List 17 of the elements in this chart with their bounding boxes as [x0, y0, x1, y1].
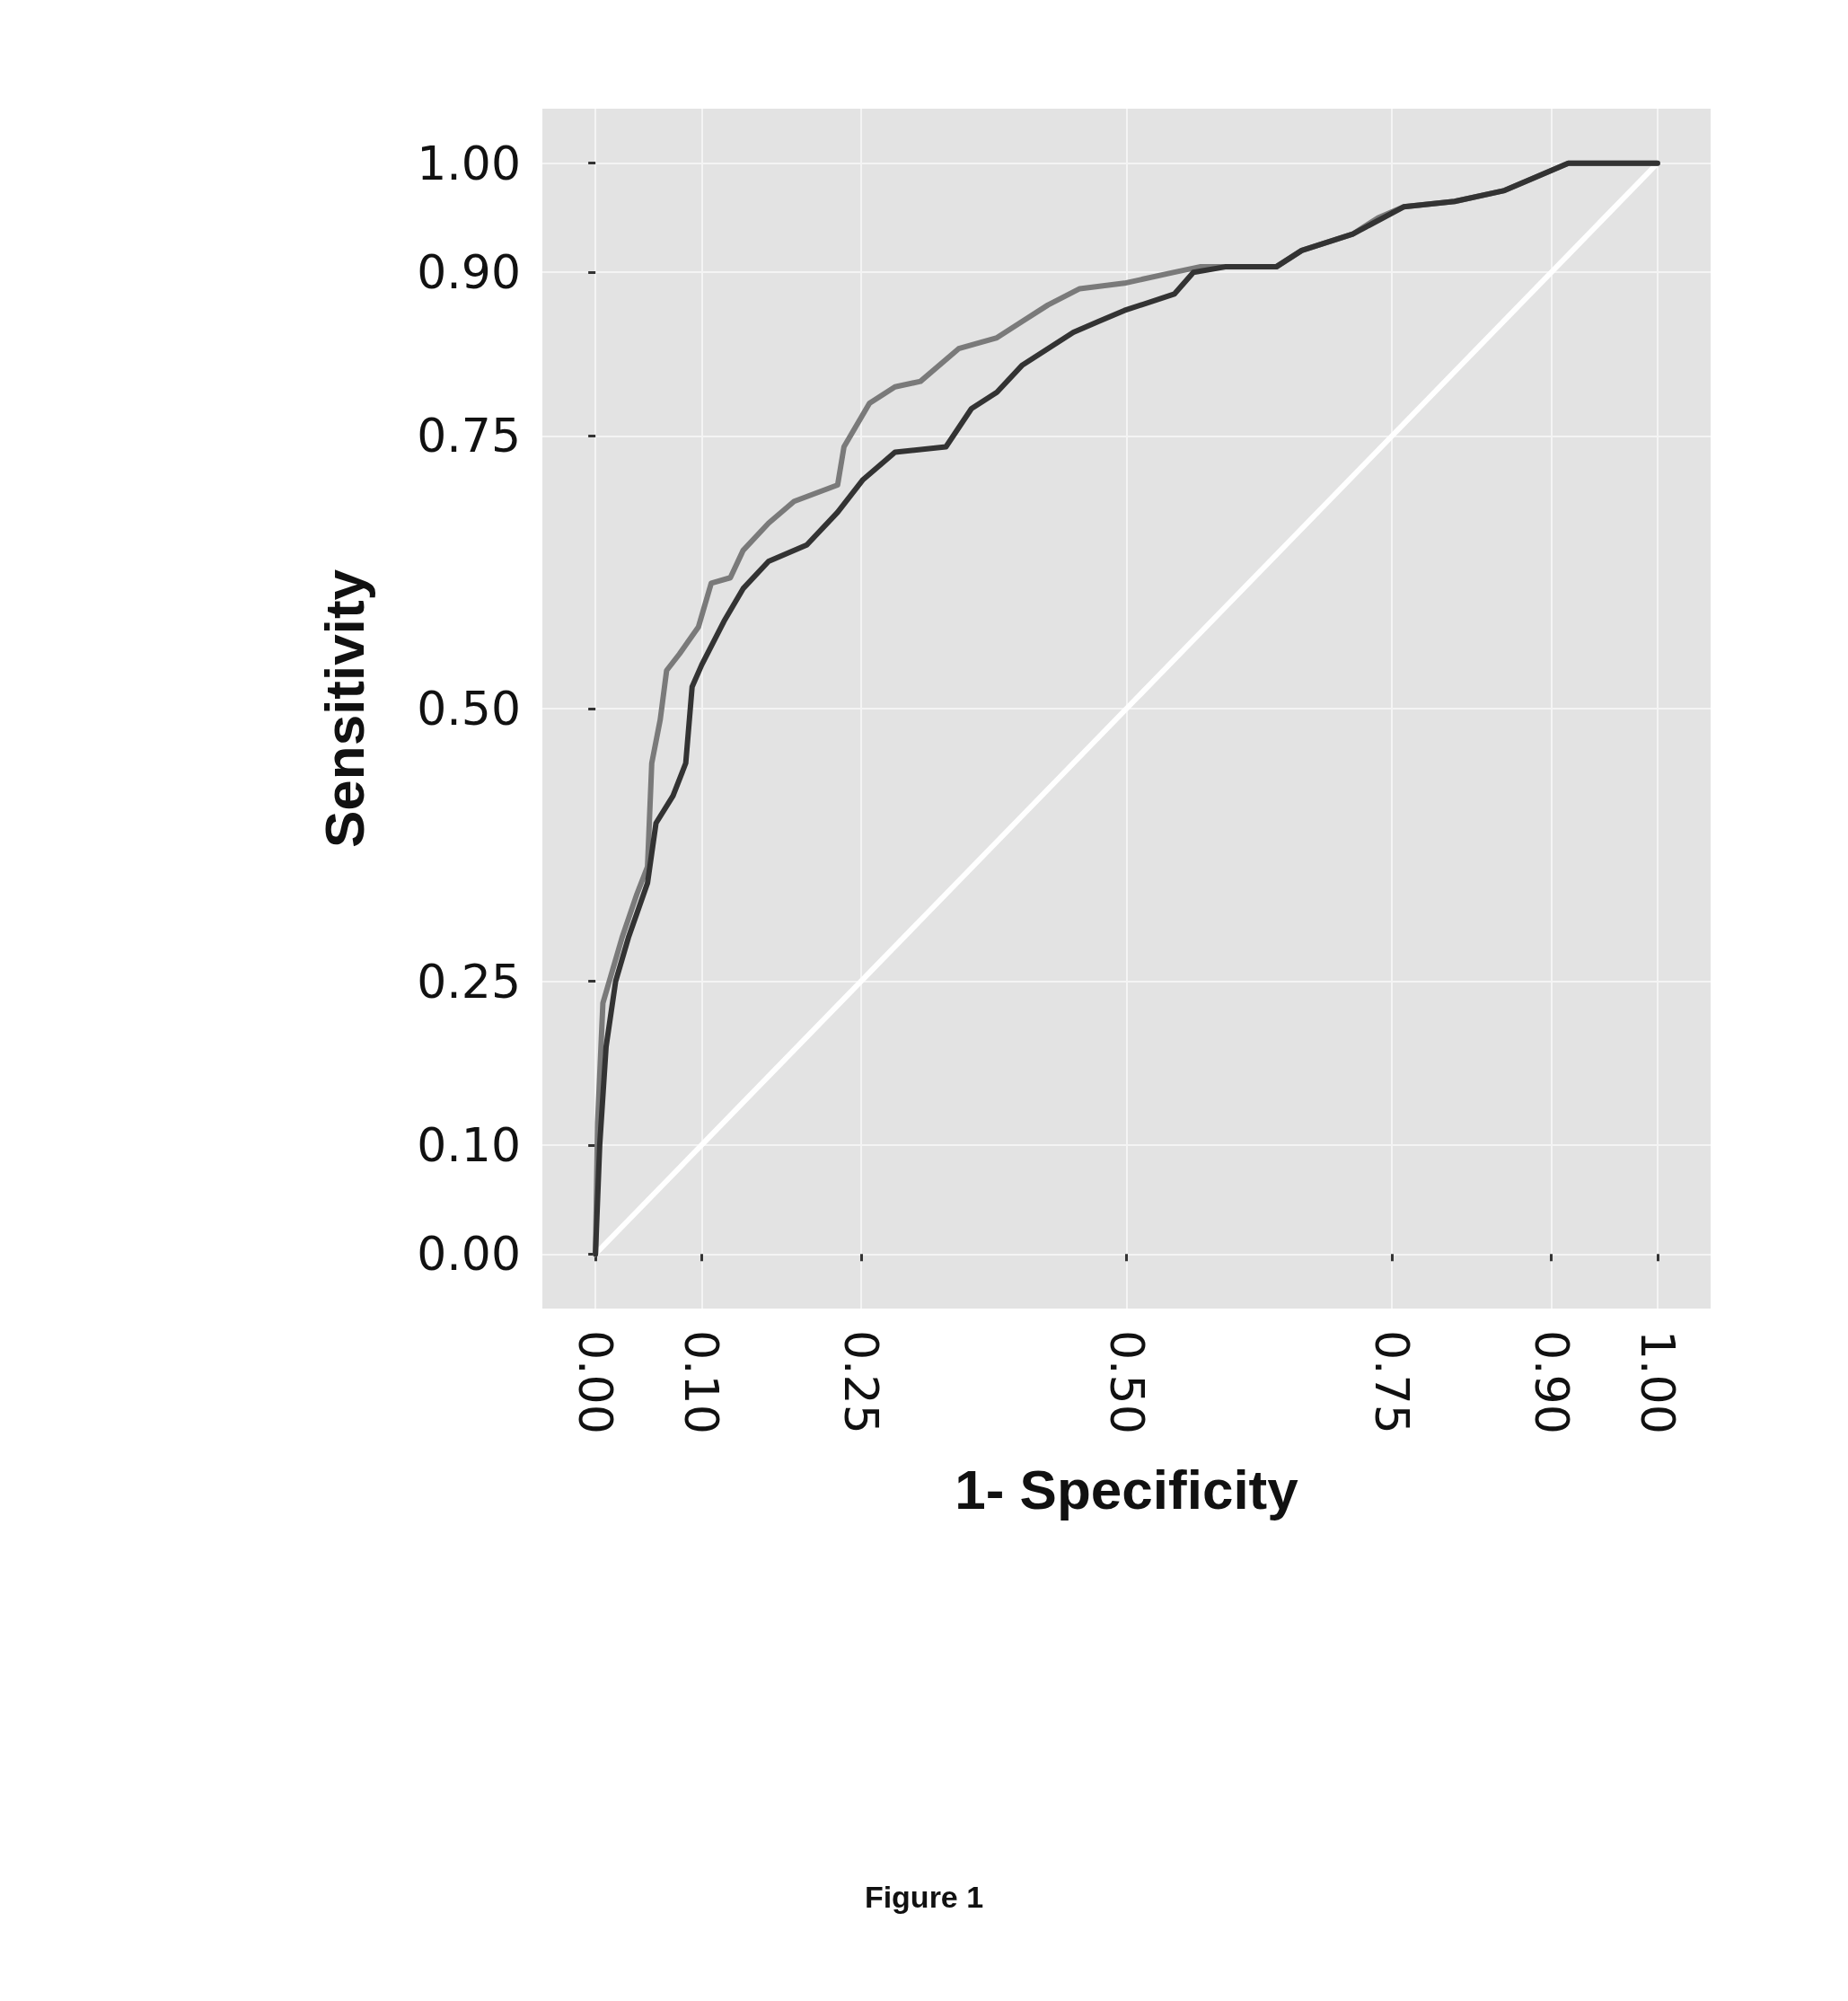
x-tick-label: 0.50	[1099, 1330, 1154, 1434]
x-tick-label: 0.75	[1365, 1330, 1420, 1434]
x-tick-label: 0.10	[674, 1330, 729, 1434]
y-tick-label: 0.25	[417, 954, 521, 1009]
x-tick-label: 0.90	[1524, 1330, 1579, 1434]
y-tick-label: 0.50	[417, 682, 521, 736]
x-axis-title: 1- Specificity	[955, 1458, 1299, 1521]
x-tick-label: 0.00	[568, 1330, 623, 1434]
y-axis-title: Sensitivity	[312, 569, 375, 849]
y-tick-label: 0.90	[417, 245, 521, 300]
y-tick-label: 1.00	[417, 136, 521, 190]
y-tick-label: 0.00	[417, 1227, 521, 1282]
y-tick-label: 0.10	[417, 1117, 521, 1172]
x-tick-label: 0.25	[833, 1330, 888, 1434]
caption: Figure 1	[864, 1880, 984, 1914]
x-tick-label: 1.00	[1630, 1330, 1685, 1434]
y-tick-label: 0.75	[417, 409, 521, 463]
